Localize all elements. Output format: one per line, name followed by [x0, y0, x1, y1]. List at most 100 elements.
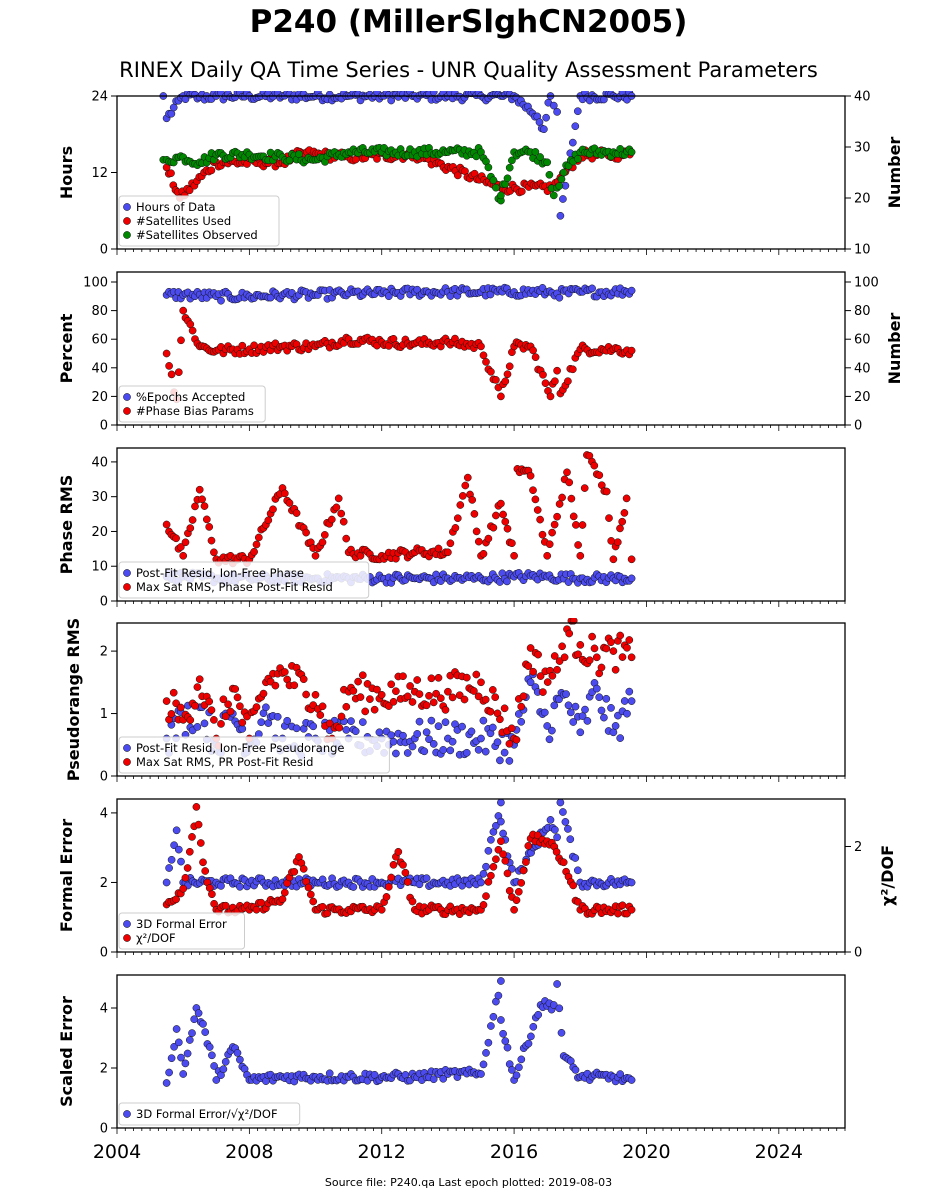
data-point — [470, 510, 479, 518]
data-point — [389, 697, 398, 706]
data-point — [394, 847, 403, 856]
data-point — [236, 702, 244, 711]
data-point — [167, 710, 176, 718]
data-point — [550, 652, 559, 660]
data-point — [500, 704, 509, 713]
data-point — [422, 728, 431, 737]
data-point — [167, 169, 175, 178]
data-point — [415, 690, 424, 698]
data-point — [517, 702, 526, 711]
data-point — [176, 703, 185, 712]
data-point — [555, 1004, 564, 1013]
data-point — [188, 326, 197, 335]
data-point — [347, 717, 355, 725]
data-point — [529, 346, 537, 355]
data-point — [278, 895, 287, 904]
data-point — [613, 538, 622, 547]
data-point — [477, 1070, 485, 1078]
data-point — [205, 523, 214, 531]
data-point — [477, 734, 485, 743]
data-point — [580, 484, 589, 492]
data-point — [273, 712, 282, 721]
data-point — [553, 366, 561, 375]
data-point — [515, 1063, 523, 1072]
legend-marker — [123, 217, 131, 225]
y2-axis-label: χ²/DOF — [878, 845, 897, 906]
data-point — [162, 349, 171, 358]
data-point — [625, 636, 634, 644]
data-point — [625, 687, 634, 696]
data-point — [205, 697, 214, 706]
data-point — [162, 878, 171, 887]
data-point — [616, 524, 624, 533]
data-point — [548, 671, 557, 680]
data-point — [549, 191, 558, 200]
y2-tick-label: 100 — [854, 276, 879, 291]
data-point — [482, 862, 490, 871]
data-point — [553, 665, 561, 674]
data-point — [531, 495, 540, 504]
x-tick-label: 2024 — [755, 1141, 803, 1163]
data-point — [479, 716, 488, 725]
data-point — [576, 728, 585, 737]
data-point — [208, 890, 216, 899]
data-point — [165, 362, 173, 370]
data-point — [191, 502, 199, 511]
data-point — [212, 1076, 221, 1084]
data-point — [373, 685, 381, 694]
data-point — [474, 537, 483, 546]
data-point — [432, 689, 440, 698]
data-point — [482, 358, 490, 366]
data-point — [505, 757, 514, 765]
data-point — [399, 731, 407, 740]
data-point — [304, 883, 313, 892]
data-point — [172, 826, 181, 835]
data-point — [387, 680, 396, 689]
data-point — [199, 1020, 207, 1028]
data-point — [484, 1038, 493, 1047]
data-point — [543, 158, 552, 167]
y-tick-label: 0 — [100, 419, 108, 434]
data-point — [439, 1074, 448, 1083]
y-tick-label: 12 — [91, 166, 108, 181]
data-point — [566, 835, 575, 844]
data-point — [195, 485, 204, 494]
page-subtitle: RINEX Daily QA Time Series - UNR Quality… — [119, 58, 818, 82]
data-point — [560, 653, 569, 662]
data-point — [499, 1029, 507, 1038]
data-point — [207, 536, 216, 545]
data-point — [489, 862, 498, 871]
data-point — [550, 701, 559, 710]
y2-tick-label: 10 — [854, 243, 871, 258]
data-point — [356, 693, 365, 701]
data-point — [527, 1032, 535, 1041]
data-point — [425, 691, 433, 700]
data-point — [555, 293, 564, 302]
data-point — [602, 487, 611, 496]
data-point — [497, 837, 505, 846]
data-point — [194, 820, 203, 829]
data-point — [505, 163, 514, 172]
data-point — [500, 748, 509, 757]
data-point — [463, 473, 472, 482]
data-point — [526, 471, 535, 480]
data-point — [334, 494, 343, 503]
data-point — [477, 878, 485, 887]
data-point — [269, 505, 277, 514]
data-point — [201, 1028, 210, 1036]
data-point — [349, 883, 358, 891]
data-point — [482, 892, 490, 900]
y2-axis-label: Number — [885, 313, 904, 385]
data-point — [462, 748, 471, 757]
legend-label: Post-Fit Resid, Ion-Free Phase — [136, 566, 304, 580]
data-point — [497, 798, 505, 807]
series-1 — [162, 798, 636, 891]
data-point — [429, 698, 438, 707]
data-point — [174, 1038, 183, 1047]
data-point — [170, 1042, 178, 1051]
series-2 — [162, 803, 636, 919]
data-point — [611, 665, 620, 674]
data-point — [557, 175, 566, 184]
data-point — [564, 701, 573, 710]
data-point — [487, 835, 495, 844]
